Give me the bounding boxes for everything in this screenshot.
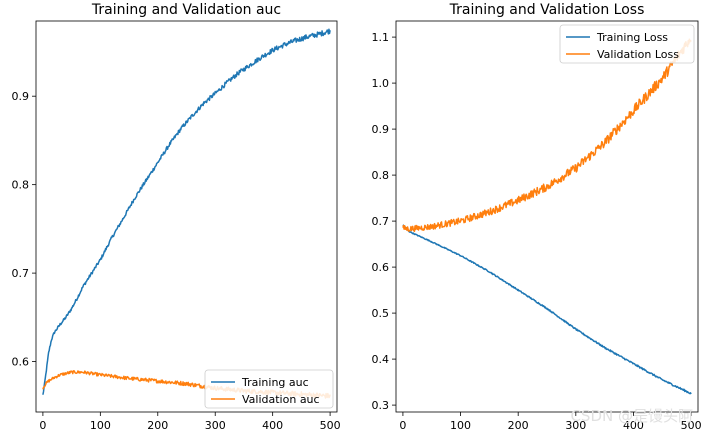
legend-label: Validation Loss xyxy=(597,48,679,61)
legend-box xyxy=(559,24,695,64)
y-tick-label: 0.5 xyxy=(372,307,390,320)
x-tick-label: 500 xyxy=(681,419,702,432)
series-line-training-loss xyxy=(402,224,692,395)
y-tick-label: 1.1 xyxy=(372,31,390,44)
x-tick-label: 200 xyxy=(508,419,529,432)
y-tick-label: 0.9 xyxy=(12,90,30,103)
x-tick-label: 200 xyxy=(147,419,168,432)
series-line-training-auc xyxy=(42,28,331,395)
watermark: CSDN @是馒头阿 xyxy=(570,407,693,425)
series-line-validation-loss xyxy=(402,38,692,233)
y-tick-label: 0.7 xyxy=(372,215,390,228)
plot-frame xyxy=(395,20,699,413)
legend: Training auc Validation auc xyxy=(204,369,334,409)
x-tick-label: 100 xyxy=(450,419,471,432)
x-tick-label: 300 xyxy=(565,419,586,432)
x-tick-label: 100 xyxy=(90,419,111,432)
x-tick-label: 300 xyxy=(205,419,226,432)
y-tick-label: 0.8 xyxy=(12,179,30,192)
legend-box xyxy=(204,369,334,409)
legend-label: Training auc xyxy=(241,376,309,389)
plot-frame xyxy=(35,20,338,413)
chart-panel-2: 0 100 200 300 400 500 0.3 0.4 0.5 0.6 0.7 0.8 0.9 1.0… xyxy=(372,2,702,432)
x-tick-label: 400 xyxy=(623,419,644,432)
legend-label: Training Loss xyxy=(596,31,668,44)
x-tick-label: 400 xyxy=(262,419,283,432)
y-tick-label: 1.0 xyxy=(372,77,390,90)
y-tick-label: 0.3 xyxy=(372,399,390,412)
y-tick-label: 0.7 xyxy=(12,267,30,280)
x-tick-label: 500 xyxy=(320,419,341,432)
chart-title: Training and Validation auc xyxy=(91,2,281,18)
y-tick-label: 0.8 xyxy=(372,169,390,182)
legend-label: Validation auc xyxy=(242,393,320,406)
y-tick-label: 0.6 xyxy=(372,261,390,274)
y-tick-label: 0.4 xyxy=(372,353,390,366)
y-tick-label: 0.6 xyxy=(12,356,30,369)
chart-title: Training and Validation Loss xyxy=(449,2,645,18)
x-tick-label: 0 xyxy=(39,419,46,432)
x-tick-label: 0 xyxy=(399,419,406,432)
y-tick-label: 0.9 xyxy=(372,123,390,136)
chart-panel-1: 0 100 200 300 400 500 0.6 0.7 0.8 0.9 Training and… xyxy=(12,2,341,432)
legend: Training Loss Validation Loss xyxy=(559,24,695,64)
